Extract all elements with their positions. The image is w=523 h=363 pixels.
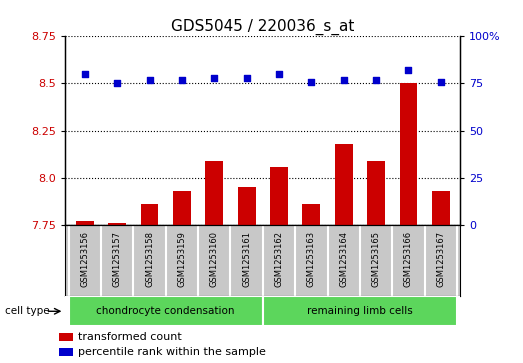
- Point: [178, 77, 186, 83]
- Text: remaining limb cells: remaining limb cells: [307, 306, 413, 316]
- Point: [437, 79, 445, 85]
- Point: [307, 79, 315, 85]
- Text: GSM1253162: GSM1253162: [275, 231, 283, 287]
- Bar: [270, 167, 288, 225]
- Point: [145, 77, 154, 83]
- Text: chondrocyte condensation: chondrocyte condensation: [96, 306, 235, 316]
- Bar: [59, 333, 73, 341]
- Bar: [76, 221, 94, 225]
- Point: [275, 71, 283, 77]
- Bar: [263, 297, 457, 326]
- Text: GSM1253164: GSM1253164: [339, 231, 348, 287]
- Bar: [335, 144, 353, 225]
- Bar: [69, 297, 263, 326]
- Text: GSM1253158: GSM1253158: [145, 231, 154, 287]
- Point: [113, 81, 121, 86]
- Point: [210, 75, 219, 81]
- Point: [404, 68, 413, 73]
- Point: [372, 77, 380, 83]
- Text: GSM1253159: GSM1253159: [177, 231, 186, 287]
- Text: GSM1253160: GSM1253160: [210, 231, 219, 287]
- Text: transformed count: transformed count: [78, 332, 181, 342]
- Text: GSM1253161: GSM1253161: [242, 231, 251, 287]
- Bar: [432, 191, 450, 225]
- Bar: [108, 223, 126, 225]
- Bar: [141, 204, 158, 225]
- Bar: [302, 204, 320, 225]
- Text: GSM1253157: GSM1253157: [112, 231, 122, 287]
- Point: [81, 71, 89, 77]
- Point: [339, 77, 348, 83]
- Text: GSM1253163: GSM1253163: [307, 231, 316, 287]
- Text: cell type: cell type: [5, 306, 50, 316]
- Title: GDS5045 / 220036_s_at: GDS5045 / 220036_s_at: [171, 19, 355, 35]
- Text: GSM1253165: GSM1253165: [371, 231, 381, 287]
- Point: [243, 75, 251, 81]
- Text: percentile rank within the sample: percentile rank within the sample: [78, 347, 266, 357]
- Bar: [238, 187, 256, 225]
- Bar: [400, 83, 417, 225]
- Bar: [367, 161, 385, 225]
- Bar: [173, 191, 191, 225]
- Text: GSM1253156: GSM1253156: [81, 231, 89, 287]
- Text: GSM1253166: GSM1253166: [404, 231, 413, 287]
- Bar: [59, 348, 73, 356]
- Bar: [206, 161, 223, 225]
- Text: GSM1253167: GSM1253167: [436, 231, 445, 287]
